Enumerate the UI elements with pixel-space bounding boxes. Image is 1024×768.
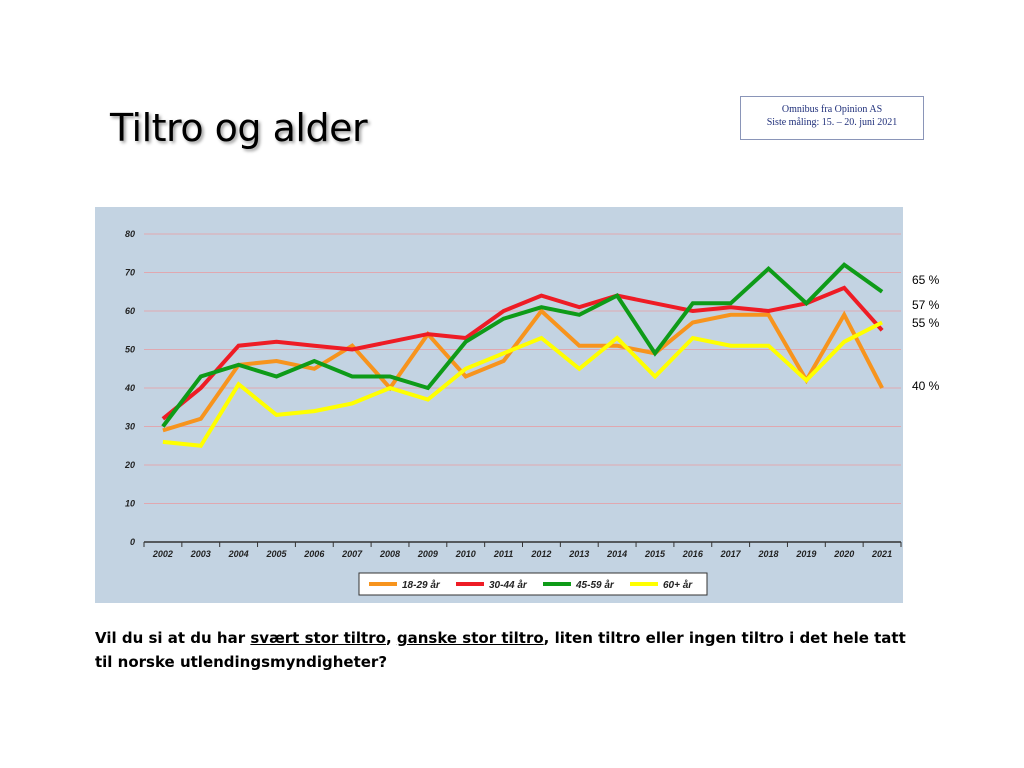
series-line-4 <box>162 320 884 448</box>
x-tick-label: 2017 <box>720 549 742 559</box>
series-line-1 <box>162 308 884 433</box>
x-tick-label: 2008 <box>379 549 400 559</box>
question-text-2: , <box>385 629 397 647</box>
end-label-3: 55 % <box>912 316 940 330</box>
source-box: Omnibus fra Opinion AS Siste måling: 15.… <box>740 96 924 140</box>
x-tick-label: 2018 <box>758 549 779 559</box>
end-label-2: 57 % <box>912 298 940 312</box>
line-chart: 0 10 20 30 40 50 60 70 80 2002 2003 2004 2005 2006 20… <box>95 207 903 603</box>
chart-background <box>95 207 903 603</box>
question-text-3: , liten tiltro eller ingen tiltro i det … <box>95 629 906 671</box>
chart-area: 0 10 20 30 40 50 60 70 80 2002 2003 2004 2005 2006 20… <box>95 207 903 603</box>
series-line-3 <box>161 262 884 428</box>
x-tick-label: 2015 <box>644 549 666 559</box>
y-tick-label: 60 <box>125 306 135 316</box>
x-tick-label: 2016 <box>682 549 704 559</box>
x-tick-label: 2005 <box>265 549 287 559</box>
legend-label: 18-29 år <box>402 579 441 591</box>
y-tick-label: 80 <box>125 229 135 239</box>
legend-box <box>358 572 708 596</box>
slide-title: Tiltro og alder <box>110 106 368 150</box>
legend-label: 60+ år <box>663 579 693 591</box>
y-tick-label: 30 <box>125 422 135 432</box>
y-tick-label: 10 <box>125 499 135 509</box>
x-tick-label: 2009 <box>417 549 438 559</box>
legend-label: 30-44 år <box>489 579 528 591</box>
question-option-1: svært stor tiltro <box>250 629 386 647</box>
end-label-4: 40 % <box>912 379 940 393</box>
series-line-2 <box>161 285 884 421</box>
x-tick-label: 2004 <box>228 549 249 559</box>
survey-question: Vil du si at du har svært stor tiltro, g… <box>95 626 915 674</box>
x-tick-label: 2019 <box>795 549 816 559</box>
x-tick-label: 2010 <box>455 549 476 559</box>
source-line-1: Omnibus fra Opinion AS <box>781 104 883 115</box>
question-option-2: ganske stor tiltro <box>396 629 544 647</box>
y-tick-label: 20 <box>124 460 135 470</box>
x-tick-label: 2003 <box>190 549 211 559</box>
x-tick-label: 2011 <box>493 549 513 559</box>
x-tick-label: 2013 <box>568 549 589 559</box>
x-tick-label: 2020 <box>833 549 854 559</box>
y-tick-label: 50 <box>125 345 135 355</box>
x-tick-label: 2021 <box>871 549 892 559</box>
x-tick-label: 2012 <box>530 549 551 559</box>
x-tick-label: 2002 <box>152 549 173 559</box>
y-tick-label: 40 <box>124 383 135 393</box>
x-tick-label: 2006 <box>303 549 325 559</box>
source-line-2: Siste måling: 15. – 20. juni 2021 <box>766 117 898 128</box>
end-label-1: 65 % <box>912 273 940 287</box>
y-tick-label: 70 <box>125 268 135 278</box>
x-tick-label: 2007 <box>341 549 363 559</box>
y-tick-label: 0 <box>130 537 135 547</box>
question-text-1: Vil du si at du har <box>95 629 251 647</box>
legend-label: 45-59 år <box>575 579 615 591</box>
x-tick-label: 2014 <box>606 549 627 559</box>
